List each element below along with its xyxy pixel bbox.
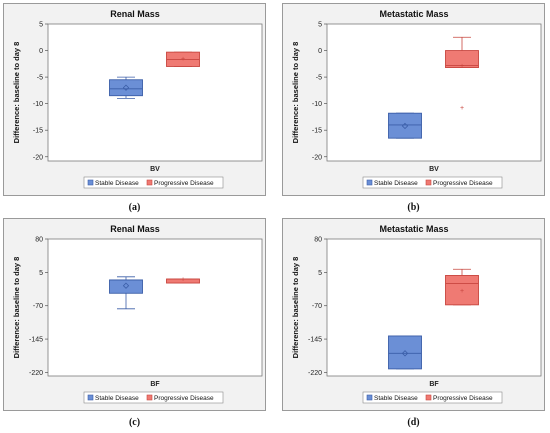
legend-box — [83, 176, 224, 189]
y-tick-label: 5 — [318, 270, 322, 277]
y-tick-label: 0 — [318, 48, 322, 55]
chart-b-svg: Metastatic Mass 5 0 -5 -10 -15 -20 Difference: … — [291, 9, 542, 189]
y-tick-label: -145 — [308, 337, 322, 344]
y-tick-label: 5 — [39, 22, 43, 29]
y-tick-label: -10 — [33, 101, 43, 108]
chart-title: Metastatic Mass — [379, 9, 448, 19]
chart-d-svg: Metastatic Mass 80 5 -70 -145 -220 Difference:… — [291, 224, 542, 404]
chart-c-svg: Renal Mass 80 5 -70 -145 -220 Difference: base… — [12, 224, 263, 404]
mean-marker: + — [460, 288, 464, 295]
legend-box — [362, 176, 503, 189]
legend-label-stable: Stable Disease — [95, 180, 139, 187]
box-stable — [388, 335, 422, 370]
y-tick-label: 80 — [35, 237, 43, 244]
legend-swatch-progressive — [425, 394, 432, 401]
legend-label-stable: Stable Disease — [374, 395, 418, 402]
mean-marker: + — [460, 63, 464, 70]
mean-marker — [122, 282, 130, 289]
legend-label-stable: Stable Disease — [95, 395, 139, 402]
y-tick-label: -5 — [37, 75, 43, 82]
plot-area — [47, 23, 263, 162]
legend-box — [83, 391, 224, 404]
chart-panel-b: Metastatic Mass 5 0 -5 -10 -15 -20 Difference: … — [282, 3, 545, 196]
chart-panel-c: Renal Mass 80 5 -70 -145 -220 Difference: base… — [3, 218, 266, 411]
y-tick-label: -20 — [312, 154, 322, 161]
mean-marker: + — [181, 277, 185, 284]
plot-area — [326, 23, 542, 162]
y-tick-label: 5 — [39, 270, 43, 277]
y-tick-label: 0 — [39, 48, 43, 55]
legend-swatch-stable — [87, 394, 94, 401]
legend-swatch-stable — [87, 179, 94, 186]
outlier-point: + — [460, 105, 464, 112]
chart-title: Renal Mass — [110, 9, 160, 19]
y-axis-label: Difference: baseline to day 8 — [291, 42, 300, 144]
y-axis-label: Difference: baseline to day 8 — [12, 257, 21, 359]
caption-b: (b) — [407, 202, 420, 213]
y-tick-label: -10 — [312, 101, 322, 108]
box-progressive — [445, 275, 479, 306]
y-tick-label: -5 — [316, 75, 322, 82]
x-category-label: BF — [429, 381, 439, 388]
mean-marker: + — [181, 56, 185, 63]
plot-area — [326, 238, 542, 377]
x-category-label: BV — [150, 166, 160, 173]
chart-title: Metastatic Mass — [379, 224, 448, 234]
y-tick-label: 5 — [318, 22, 322, 29]
box-stable — [388, 112, 422, 139]
legend-label-stable: Stable Disease — [374, 180, 418, 187]
y-tick-label: 80 — [314, 237, 322, 244]
y-tick-label: -15 — [312, 128, 322, 135]
chart-panel-d: Metastatic Mass 80 5 -70 -145 -220 Difference:… — [282, 218, 545, 411]
plot-area — [47, 238, 263, 377]
legend-label-progressive: Progressive Disease — [154, 395, 214, 402]
y-axis-label: Difference: baseline to day 8 — [12, 42, 21, 144]
y-tick-label: -70 — [33, 303, 43, 310]
mean-marker — [401, 122, 409, 130]
legend-swatch-stable — [366, 394, 373, 401]
legend-box — [362, 391, 503, 404]
box-stable — [109, 279, 143, 294]
x-category-label: BF — [150, 381, 160, 388]
legend-label-progressive: Progressive Disease — [433, 180, 493, 187]
x-category-label: BV — [429, 166, 439, 173]
y-tick-label: -20 — [33, 154, 43, 161]
caption-d: (d) — [407, 417, 420, 428]
box-progressive — [445, 50, 479, 68]
legend-swatch-progressive — [146, 179, 153, 186]
chart-panel-a: Renal Mass 5 0 -5 -10 -15 -20 Difference: basel… — [3, 3, 266, 196]
caption-a: (a) — [128, 202, 141, 213]
y-tick-label: -220 — [308, 370, 322, 377]
y-tick-label: -15 — [33, 128, 43, 135]
legend-label-progressive: Progressive Disease — [433, 395, 493, 402]
y-axis-label: Difference: baseline to day 8 — [291, 257, 300, 359]
mean-marker — [122, 84, 130, 91]
caption-c: (c) — [128, 417, 141, 428]
y-tick-label: -145 — [29, 337, 43, 344]
chart-a-svg: Renal Mass 5 0 -5 -10 -15 -20 Difference: basel… — [12, 9, 263, 189]
legend-label-progressive: Progressive Disease — [154, 180, 214, 187]
legend-swatch-stable — [366, 179, 373, 186]
mean-marker — [401, 350, 409, 357]
y-tick-label: -70 — [312, 303, 322, 310]
box-stable — [109, 79, 143, 97]
legend-swatch-progressive — [146, 394, 153, 401]
chart-title: Renal Mass — [110, 224, 160, 234]
y-tick-label: -220 — [29, 370, 43, 377]
legend-swatch-progressive — [425, 179, 432, 186]
